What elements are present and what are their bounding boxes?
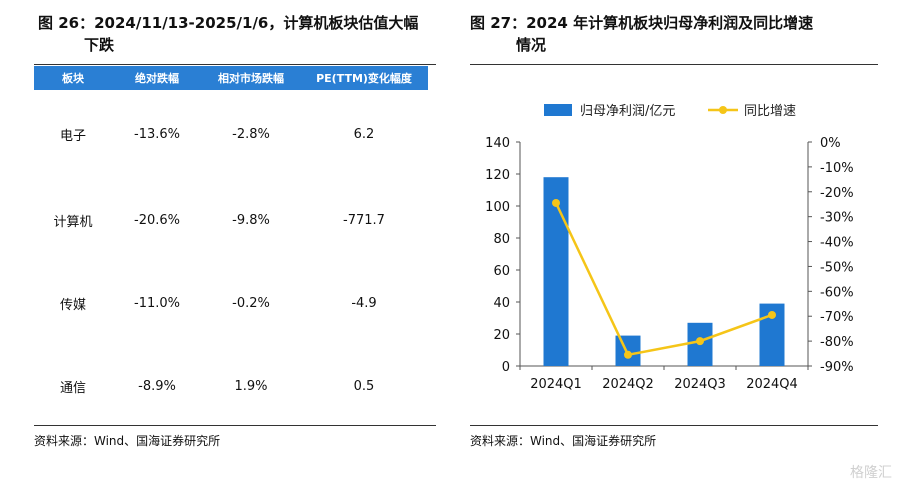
- header-absolute-decline: 绝对跌幅: [112, 66, 202, 90]
- growth-point: [768, 310, 776, 319]
- right-tick-label: -70%: [820, 310, 854, 325]
- right-tick-label: -10%: [820, 161, 854, 176]
- table-row: 通信 -8.9% 1.9% 0.5: [34, 345, 428, 428]
- source-note-left: 资料来源：Wind、国海证券研究所: [34, 434, 221, 448]
- growth-point: [624, 350, 632, 359]
- right-tick-label: -50%: [820, 260, 854, 275]
- watermark-logo: 格隆汇: [850, 465, 892, 481]
- cell-sector: 电子: [59, 129, 86, 144]
- table-row: 传媒 -11.0% -0.2% -4.9: [34, 262, 428, 345]
- profit-growth-chart: 归母净利润/亿元 同比增速 0 20 40 60 80 100 120 140 -90% -80% -7…: [485, 104, 854, 392]
- left-figure-title: 图 26：2024/11/13-2025/1/6，计算机板块估值大幅 下跌: [38, 12, 438, 56]
- cell-absolute: -8.9%: [138, 379, 176, 394]
- legend-line-marker: [719, 106, 727, 114]
- right-tick-label: -90%: [820, 360, 854, 375]
- left-tick-label: 140: [485, 136, 510, 151]
- legend-bar-label: 归母净利润/亿元: [580, 104, 675, 119]
- cell-relative: -2.8%: [232, 127, 270, 142]
- bottom-rule-right: [470, 425, 878, 426]
- right-tick-label: -80%: [820, 335, 854, 350]
- cell-sector: 传媒: [59, 298, 86, 313]
- header-sector: 板块: [34, 66, 112, 90]
- growth-point: [552, 198, 560, 207]
- growth-point: [696, 337, 704, 346]
- left-title-line2: 下跌: [84, 36, 115, 54]
- cell-relative: -0.2%: [232, 296, 270, 311]
- bottom-rule-left: [34, 425, 436, 426]
- valuation-table: 板块 绝对跌幅 相对市场跌幅 PE(TTM)变化幅度 电子 -13.6% -2.…: [34, 66, 428, 428]
- left-tick-label: 40: [493, 296, 510, 311]
- bar-profit: [543, 177, 569, 366]
- left-tick-label: 80: [493, 232, 510, 247]
- x-tick-label: 2024Q4: [746, 377, 798, 392]
- right-title-line1: 图 27：2024 年计算机板块归母净利润及同比增速: [470, 14, 814, 32]
- left-tick-label: 120: [485, 168, 510, 183]
- cell-pe: -771.7: [343, 213, 385, 228]
- table-header-row: 板块 绝对跌幅 相对市场跌幅 PE(TTM)变化幅度: [34, 66, 428, 90]
- left-tick-label: 100: [485, 200, 510, 215]
- cell-relative: -9.8%: [232, 213, 270, 228]
- cell-pe: -4.9: [351, 296, 377, 311]
- right-tick-label: -20%: [820, 186, 854, 201]
- right-tick-label: 0%: [820, 136, 841, 151]
- legend-line-label: 同比增速: [744, 104, 796, 119]
- left-tick-label: 0: [502, 360, 510, 375]
- top-rule-left: [34, 64, 436, 65]
- cell-absolute: -11.0%: [134, 296, 180, 311]
- right-tick-label: -30%: [820, 211, 854, 226]
- right-tick-label: -40%: [820, 236, 854, 251]
- header-relative-decline: 相对市场跌幅: [202, 66, 300, 90]
- right-figure-title: 图 27：2024 年计算机板块归母净利润及同比增速 情况: [470, 12, 880, 56]
- x-tick-label: 2024Q3: [674, 377, 726, 392]
- x-tick-label: 2024Q1: [530, 377, 582, 392]
- legend-bar-swatch: [544, 104, 572, 116]
- left-tick-label: 20: [493, 328, 510, 343]
- cell-sector: 计算机: [53, 215, 93, 230]
- cell-absolute: -20.6%: [134, 213, 180, 228]
- cell-absolute: -13.6%: [134, 127, 180, 142]
- table-row: 计算机 -20.6% -9.8% -771.7: [34, 179, 428, 262]
- header-pe-change: PE(TTM)变化幅度: [300, 66, 428, 90]
- cell-pe: 0.5: [353, 379, 375, 394]
- top-rule-right: [470, 64, 878, 65]
- left-tick-label: 60: [493, 264, 510, 279]
- table-row: 电子 -13.6% -2.8% 6.2: [34, 90, 428, 179]
- right-tick-label: -60%: [820, 285, 854, 300]
- x-tick-label: 2024Q2: [602, 377, 654, 392]
- cell-relative: 1.9%: [234, 379, 268, 394]
- growth-line: [554, 202, 773, 357]
- cell-sector: 通信: [59, 381, 86, 396]
- right-title-line2: 情况: [516, 36, 547, 54]
- source-note-right: 资料来源：Wind、国海证券研究所: [470, 434, 657, 448]
- left-title-line1: 图 26：2024/11/13-2025/1/6，计算机板块估值大幅: [38, 14, 419, 32]
- cell-pe: 6.2: [353, 127, 375, 142]
